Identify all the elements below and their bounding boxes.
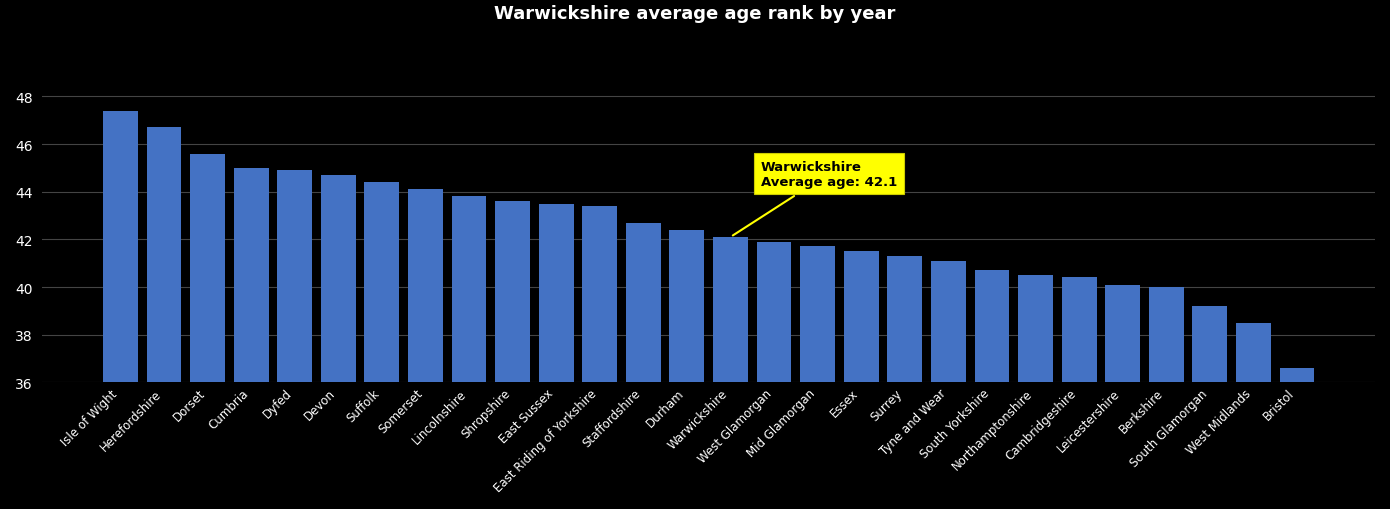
Bar [452,197,486,509]
Bar [931,261,966,509]
Bar [887,257,922,509]
Text: Warwickshire average age rank by year: Warwickshire average age rank by year [495,5,895,23]
Bar [670,231,705,509]
Bar [234,168,268,509]
Bar [713,238,748,509]
Bar [1062,278,1097,509]
Bar [495,202,530,509]
Bar [626,223,660,509]
Bar [756,242,791,509]
Bar [277,171,313,509]
Bar [321,176,356,509]
Bar [844,252,878,509]
Bar [146,128,181,509]
Bar [190,154,225,509]
Bar [582,207,617,509]
Bar [1280,369,1315,509]
Bar [1105,285,1140,509]
Bar [801,247,835,509]
Bar [974,271,1009,509]
Bar [1236,323,1270,509]
Bar [364,183,399,509]
Bar [103,111,138,509]
Bar [409,190,443,509]
Bar [1193,306,1227,509]
Text: Warwickshire
Average age: 42.1: Warwickshire Average age: 42.1 [733,160,897,236]
Bar [539,204,574,509]
Bar [1148,288,1184,509]
Bar [1017,275,1054,509]
